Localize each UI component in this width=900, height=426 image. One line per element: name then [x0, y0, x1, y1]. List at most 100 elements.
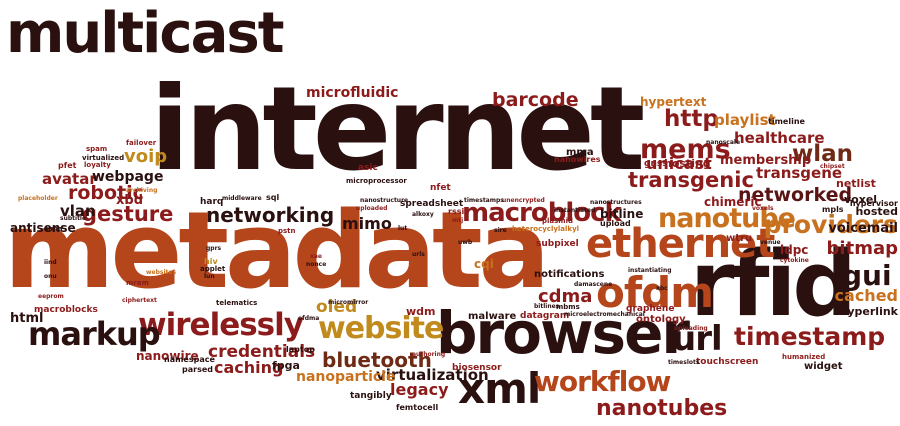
word-chimeric: chimeric [704, 195, 762, 209]
word-robotic: robotic [68, 182, 144, 204]
word-nanowire: nanowire [136, 349, 199, 363]
word-browser: browser [436, 299, 690, 367]
word-notifications: notifications [534, 269, 605, 280]
word-wdm: wdm [406, 305, 436, 318]
word-subtitle: subtitle [60, 215, 87, 222]
word-venue: venue [760, 239, 781, 246]
word-chipset: chipset [820, 163, 845, 170]
word-networked: networked [738, 184, 853, 206]
word-bitlines: bitlines [534, 303, 560, 310]
word-humanized: humanized [782, 353, 826, 361]
word-loyalty: loyalty [84, 161, 111, 169]
word-wirelessly: wirelessly [138, 307, 304, 343]
word-telematics: telematics [216, 299, 258, 307]
word-ofdm: ofdm [596, 268, 714, 317]
word-gesture: gesture [82, 202, 174, 226]
word-widget: widget [804, 361, 843, 372]
word-cqi: cqi [474, 257, 494, 271]
word-onu: onu [44, 273, 57, 280]
word-ethernet: ethernet [586, 221, 775, 267]
word-membership: membership [720, 153, 812, 168]
word-ontology: ontology [636, 314, 686, 325]
word-harq: harq [200, 197, 224, 207]
word-timeslots: timeslots [668, 359, 700, 366]
word-laptop: laptop [286, 345, 315, 354]
word-hosted: hosted [855, 205, 898, 218]
word-microprocessor: microprocessor [346, 177, 407, 185]
word-uploaded: uploaded [356, 205, 388, 212]
word-nonce: nonce [306, 261, 327, 268]
word-healthcare: healthcare [734, 129, 825, 147]
word-mtj: mtj [452, 217, 464, 224]
word-workflow: workflow [534, 365, 671, 398]
word-urls: urls [412, 251, 425, 258]
word-markup: markup [28, 315, 161, 353]
word-mpls: mpls [822, 205, 844, 214]
word-antisense: antisense [10, 221, 76, 235]
word-lut: lut [398, 225, 408, 232]
word-timeline: timeline [768, 117, 805, 126]
word-vlan: vlan [60, 202, 96, 220]
word-ldpc: ldpc [780, 243, 809, 257]
word-heterocyclylalkyl: heterocyclylalkyl [512, 225, 580, 233]
word-ciphertext: ciphertext [122, 297, 157, 304]
word-oled: oled [316, 297, 358, 317]
word-lun: lun [204, 273, 215, 280]
word-bluetooth: bluetooth [322, 348, 432, 372]
word-nanoscale: nanoscale [706, 139, 741, 146]
word-placeholder: placeholder [18, 195, 58, 202]
word-url: url [672, 319, 723, 359]
word-mbms: mbms [556, 303, 580, 311]
word-voip: voip [124, 146, 168, 167]
word-bitmap: bitmap [826, 238, 898, 259]
word-networking: networking [206, 203, 335, 227]
word-rfid: rfid [690, 232, 857, 337]
word-xbc: xbc [656, 285, 668, 292]
word-middleware: middleware [222, 195, 262, 202]
word-multicast: multicast [6, 1, 284, 66]
word-barcode: barcode [492, 89, 579, 111]
word-mma: mma [566, 147, 594, 158]
word-iind: iind [44, 259, 57, 266]
word-gnss: gnss [644, 159, 668, 169]
word-uwb: uwb [458, 239, 473, 246]
word-html: html [10, 311, 44, 326]
word-rssi: rssi [448, 207, 465, 216]
word-datagram: datagram [520, 311, 570, 321]
word-metadata: metadata [4, 189, 550, 312]
word-playlist: playlist [714, 111, 776, 129]
word-subpixel: subpixel [536, 239, 579, 249]
word-cdma: cdma [538, 286, 593, 307]
word-spam: spam [86, 145, 108, 153]
word-nanostructures: nanostructures [590, 199, 642, 206]
word-microelectromechanical: microelectromechanical [564, 311, 645, 318]
word-timestamp: timestamp [734, 322, 886, 351]
word-tangibly: tangibly [350, 391, 392, 401]
word-caching: caching [214, 358, 284, 377]
word-cytokine: cytokine [780, 257, 809, 264]
word-website: website [318, 311, 444, 346]
word-biosensor: biosensor [452, 363, 502, 373]
word-gui: gui [842, 259, 892, 292]
word-hypertext: hypertext [640, 95, 707, 109]
word-archiving: archiving [126, 187, 158, 194]
word-authoring: authoring [412, 351, 446, 358]
word-failover: failover [126, 139, 157, 147]
word-applet: applet [200, 265, 226, 273]
word-malware: malware [468, 311, 517, 322]
word-websites: websites [146, 269, 177, 276]
word-mems: mems [640, 134, 731, 165]
word-wtru: wtru [726, 233, 753, 244]
word-http: http [664, 106, 719, 132]
word-xml: xml [458, 364, 541, 413]
word-sire: sire [494, 227, 507, 234]
word-sql: sql [266, 193, 280, 202]
word-netlist: netlist [836, 177, 876, 190]
word-credentials: credentials [208, 342, 316, 362]
word-microfluidic: microfluidic [306, 85, 399, 101]
word-xae: xae [310, 253, 322, 260]
word-sima: sima [44, 225, 63, 233]
word-femtocell: femtocell [396, 403, 439, 412]
word-micromirror: micromirror [328, 299, 369, 306]
word-nanotube: nanotube [658, 203, 796, 234]
